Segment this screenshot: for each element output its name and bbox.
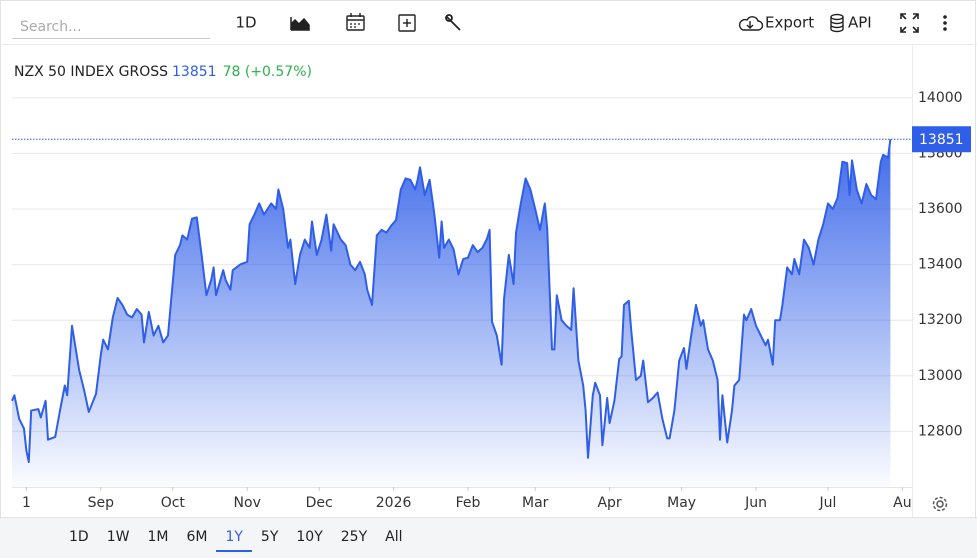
instrument-name: NZX 50 INDEX GROSS <box>14 64 169 80</box>
range-button[interactable]: 1M <box>147 529 169 545</box>
add-indicator-icon[interactable] <box>398 14 416 32</box>
y-tick-label: 13600 <box>918 201 963 217</box>
calendar-icon[interactable] <box>346 13 365 31</box>
x-tick-label: Jul <box>819 495 837 511</box>
chart-type-icon[interactable] <box>290 17 310 31</box>
x-tick-label: Oct <box>161 495 186 511</box>
last-value-box <box>912 126 971 153</box>
last-value-label: 13851 <box>919 132 964 148</box>
x-tick-label: Sep <box>88 495 115 511</box>
settings-icon[interactable] <box>932 496 948 512</box>
x-tick-label: Au <box>893 495 911 511</box>
menu-icon[interactable] <box>943 15 947 31</box>
x-tick-label: Mar <box>522 495 549 511</box>
chart-header: NZX 50 INDEX GROSS 13851 78 (+0.57%) <box>14 64 312 80</box>
plot <box>11 138 912 488</box>
api-icon[interactable] <box>830 13 844 33</box>
range-button[interactable]: 6M <box>186 529 208 545</box>
fullscreen-icon[interactable] <box>900 13 919 33</box>
export-button[interactable]: Export <box>765 14 814 32</box>
y-tick-label: 12800 <box>918 423 963 439</box>
range-button[interactable]: 1W <box>106 529 130 545</box>
x-tick-label: 2026 <box>376 495 412 511</box>
x-tick-label: Feb <box>456 495 481 511</box>
interval-button[interactable]: 1D <box>235 14 256 32</box>
range-bar <box>0 517 977 558</box>
range-selector: 1D 1W 1M 6M 1Y 5Y 10Y 25Y All <box>60 524 411 552</box>
range-button[interactable]: 25Y <box>340 529 368 545</box>
x-tick-label: 1 <box>22 495 31 511</box>
search-box[interactable]: Search... <box>20 19 81 35</box>
export-icon[interactable] <box>738 16 764 31</box>
tools-icon[interactable] <box>445 14 461 31</box>
x-tick-label: Nov <box>234 495 261 511</box>
range-button[interactable]: 5Y <box>260 529 279 545</box>
range-button[interactable]: All <box>385 529 403 545</box>
last-price: 13851 <box>172 64 217 80</box>
y-tick-label: 13400 <box>918 257 963 273</box>
range-button[interactable]: 10Y <box>296 529 323 545</box>
price-line <box>11 139 892 463</box>
y-tick-label: 14000 <box>918 90 963 106</box>
price-change: 78 (+0.57%) <box>222 64 312 80</box>
api-button[interactable]: API <box>848 14 872 32</box>
x-tick-label: Dec <box>306 495 333 511</box>
x-tick-label: Jun <box>744 495 767 511</box>
range-button[interactable]: 1D <box>69 529 89 545</box>
range-button[interactable]: 1Y <box>216 524 252 552</box>
area-fill <box>12 139 891 488</box>
x-tick-label: May <box>667 495 696 511</box>
y-tick-label: 13000 <box>918 368 963 384</box>
x-tick-label: Apr <box>597 495 621 511</box>
y-tick-label: 13200 <box>918 312 963 328</box>
